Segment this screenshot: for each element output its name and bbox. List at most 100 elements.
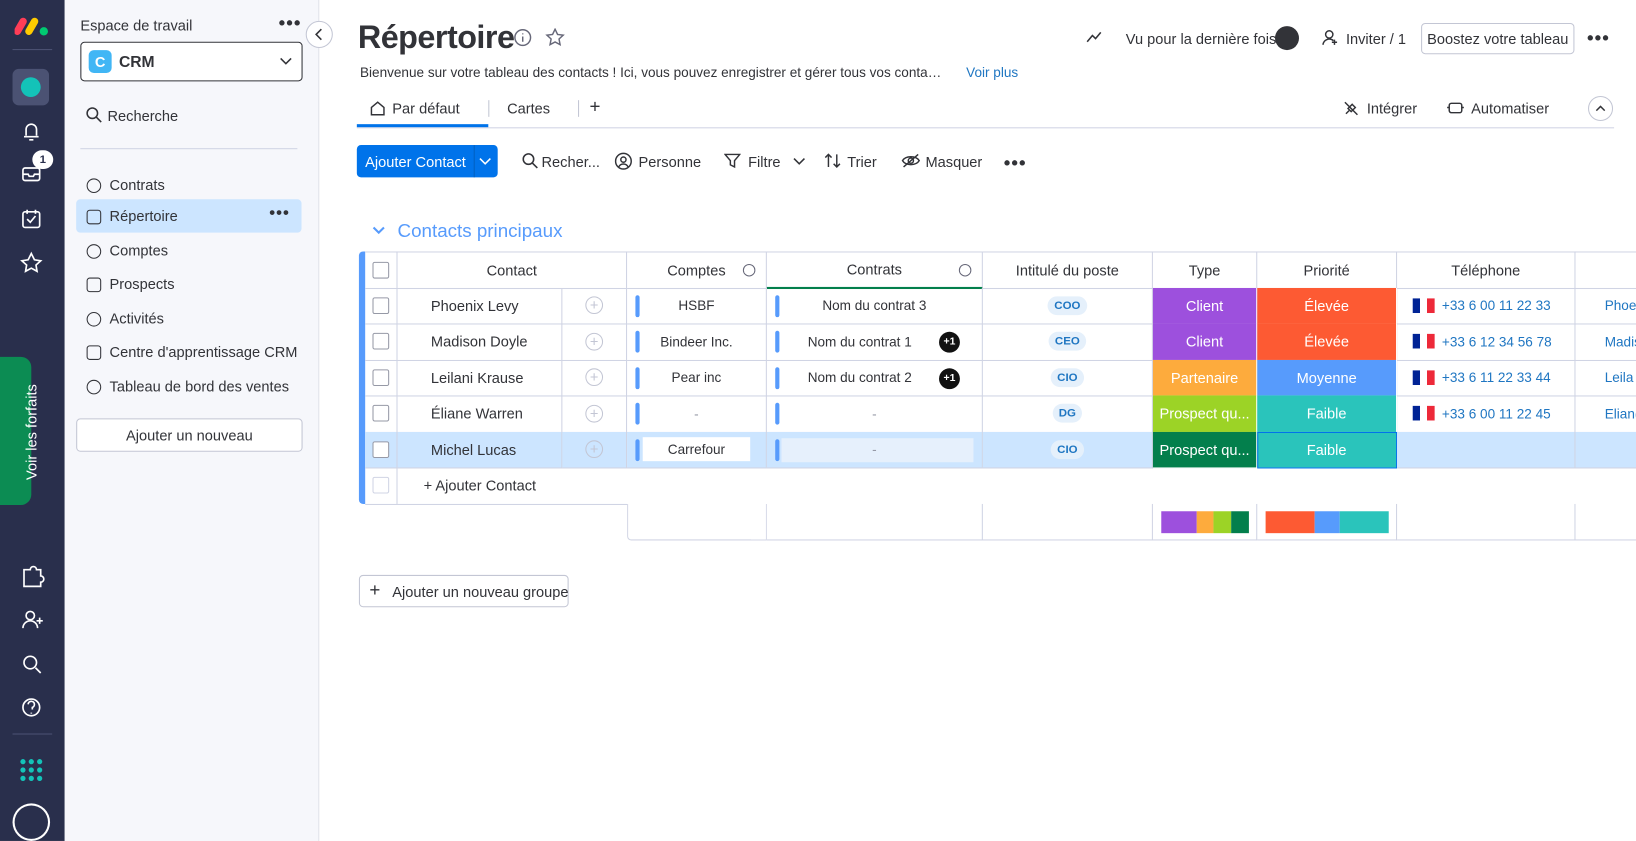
priority[interactable]: Moyenne bbox=[1296, 369, 1357, 386]
account[interactable]: Carrefour bbox=[642, 437, 751, 462]
account[interactable]: HSBF bbox=[678, 297, 715, 314]
summary-cell bbox=[1397, 503, 1576, 541]
email[interactable]: Phoen bbox=[1604, 297, 1636, 314]
column-header: Téléphone bbox=[1397, 251, 1576, 289]
contract[interactable]: - bbox=[872, 405, 877, 422]
invite[interactable]: Inviter / 1 bbox=[1345, 30, 1407, 47]
group-title[interactable]: Contacts principaux bbox=[397, 220, 563, 242]
tab-cards[interactable]: Cartes bbox=[507, 100, 551, 117]
toolbar-sort[interactable]: Trier bbox=[847, 153, 877, 171]
contract[interactable]: Nom du contrat 1 bbox=[807, 333, 912, 350]
phone[interactable]: +33 6 00 11 22 45 bbox=[1441, 405, 1551, 422]
type[interactable]: Client bbox=[1185, 333, 1224, 350]
phone[interactable]: +33 6 11 22 33 44 bbox=[1441, 369, 1551, 386]
type[interactable]: Prospect qu... bbox=[1159, 405, 1250, 422]
contact-name[interactable]: Madison Doyle bbox=[430, 333, 528, 350]
contact-name[interactable]: Phoenix Levy bbox=[430, 297, 519, 314]
see-more[interactable]: Voir plus bbox=[966, 64, 1019, 81]
contact-name[interactable]: Éliane Warren bbox=[430, 405, 523, 422]
add-row[interactable]: + Ajouter Contact bbox=[423, 477, 537, 494]
add-group-button[interactable]: + Ajouter un nouveau groupe bbox=[358, 574, 569, 608]
checkbox[interactable] bbox=[372, 441, 390, 458]
workspace-select[interactable]: C CRM bbox=[80, 41, 303, 82]
contact-name[interactable]: Leilani Krause bbox=[430, 369, 524, 386]
collapse-button[interactable] bbox=[305, 20, 333, 48]
more[interactable]: ••• bbox=[1586, 27, 1610, 48]
checkbox[interactable] bbox=[372, 261, 390, 279]
plans-button[interactable]: Voir les forfaits bbox=[0, 356, 40, 505]
add-update-icon[interactable]: + bbox=[585, 404, 604, 423]
add-update-icon[interactable]: + bbox=[585, 368, 604, 387]
add-update-icon[interactable]: + bbox=[585, 296, 604, 315]
type-summary-segment bbox=[1196, 510, 1214, 533]
toolbar-person[interactable]: Personne bbox=[638, 153, 702, 171]
sidebar-item[interactable]: Centre d'apprentissage CRM bbox=[109, 343, 298, 360]
account[interactable]: - bbox=[694, 405, 699, 422]
toolbar-filter[interactable]: Filtre bbox=[748, 153, 781, 171]
info-icon[interactable] bbox=[742, 263, 756, 277]
sidebar-item[interactable]: Tableau de bord des ventes bbox=[109, 377, 290, 395]
add-update-icon[interactable]: + bbox=[585, 332, 604, 351]
workspace-icon[interactable] bbox=[12, 68, 50, 106]
chevron[interactable] bbox=[793, 158, 806, 166]
phone[interactable]: +33 6 00 11 22 33 bbox=[1441, 297, 1551, 314]
contract[interactable]: - bbox=[872, 441, 877, 458]
add-contact-label[interactable]: Ajouter Contact bbox=[365, 153, 466, 171]
account[interactable]: Pear inc bbox=[671, 369, 722, 386]
avatar[interactable] bbox=[12, 803, 51, 841]
type[interactable]: Prospect qu... bbox=[1159, 441, 1250, 458]
priority[interactable]: Faible bbox=[1306, 441, 1347, 458]
boost-label[interactable]: Boostez votre tableau bbox=[1427, 30, 1569, 47]
boost-button[interactable]: Boostez votre tableau bbox=[1421, 22, 1575, 55]
column-title: Téléphone bbox=[1451, 261, 1521, 279]
checkbox[interactable] bbox=[372, 297, 390, 314]
toolbar-hide[interactable]: Masquer bbox=[925, 153, 983, 171]
contact-name[interactable]: Michel Lucas bbox=[430, 441, 517, 458]
sidebar-item[interactable]: Activités bbox=[109, 309, 164, 327]
contract[interactable]: Nom du contrat 3 bbox=[822, 297, 927, 314]
email[interactable]: Leila bbox=[1604, 369, 1634, 386]
column-title: Contrats bbox=[846, 261, 902, 278]
add-new-button[interactable]: Ajouter un nouveau bbox=[76, 418, 303, 452]
type[interactable]: Client bbox=[1185, 297, 1224, 314]
info-icon[interactable] bbox=[958, 263, 972, 277]
email[interactable]: Elian( bbox=[1604, 405, 1636, 422]
sidebar-item[interactable]: Contrats bbox=[109, 176, 165, 194]
search[interactable]: Recherche bbox=[107, 107, 179, 125]
automate[interactable]: Automatiser bbox=[1471, 100, 1550, 117]
add-update-icon[interactable]: + bbox=[585, 440, 604, 459]
checkbox[interactable] bbox=[372, 333, 390, 350]
more[interactable]: ••• bbox=[278, 12, 302, 34]
priority-cell: Faible bbox=[1257, 395, 1398, 433]
email[interactable]: Madis bbox=[1604, 333, 1636, 350]
add-new-label[interactable]: Ajouter un nouveau bbox=[126, 426, 253, 444]
phone[interactable]: +33 6 12 34 56 78 bbox=[1441, 333, 1552, 350]
priority[interactable]: Faible bbox=[1306, 405, 1347, 422]
integrate[interactable]: Intégrer bbox=[1366, 100, 1418, 117]
add-contact-button[interactable]: Ajouter Contact bbox=[356, 145, 498, 178]
add-view[interactable]: + bbox=[589, 95, 601, 117]
account-cell: - bbox=[627, 395, 767, 433]
type[interactable]: Partenaire bbox=[1170, 369, 1239, 386]
link-bar bbox=[635, 402, 640, 425]
activity-icon[interactable] bbox=[1086, 29, 1103, 44]
sidebar-item[interactable]: Répertoire bbox=[109, 207, 178, 225]
more[interactable]: ••• bbox=[269, 204, 290, 223]
collapse-header[interactable] bbox=[1588, 95, 1614, 122]
more[interactable]: ••• bbox=[1003, 152, 1027, 174]
tab-default[interactable]: Par défaut bbox=[392, 100, 460, 117]
priority[interactable]: Élevée bbox=[1304, 333, 1349, 350]
group-chevron[interactable] bbox=[372, 225, 385, 235]
contract[interactable]: Nom du contrat 2 bbox=[807, 369, 912, 386]
priority[interactable]: Élevée bbox=[1304, 297, 1349, 314]
account[interactable]: Bindeer Inc. bbox=[660, 333, 733, 350]
last-seen[interactable]: Vu pour la dernière fois bbox=[1125, 30, 1277, 47]
title-icons[interactable] bbox=[513, 28, 565, 47]
toolbar-search[interactable]: Recher... bbox=[541, 153, 600, 171]
checkbox[interactable] bbox=[372, 405, 390, 422]
add-group-label[interactable]: Ajouter un nouveau groupe bbox=[392, 583, 569, 600]
sidebar-item[interactable]: Comptes bbox=[109, 242, 169, 259]
checkbox[interactable] bbox=[372, 369, 390, 386]
sidebar-item[interactable]: Prospects bbox=[109, 275, 175, 293]
checkbox[interactable] bbox=[372, 477, 390, 494]
